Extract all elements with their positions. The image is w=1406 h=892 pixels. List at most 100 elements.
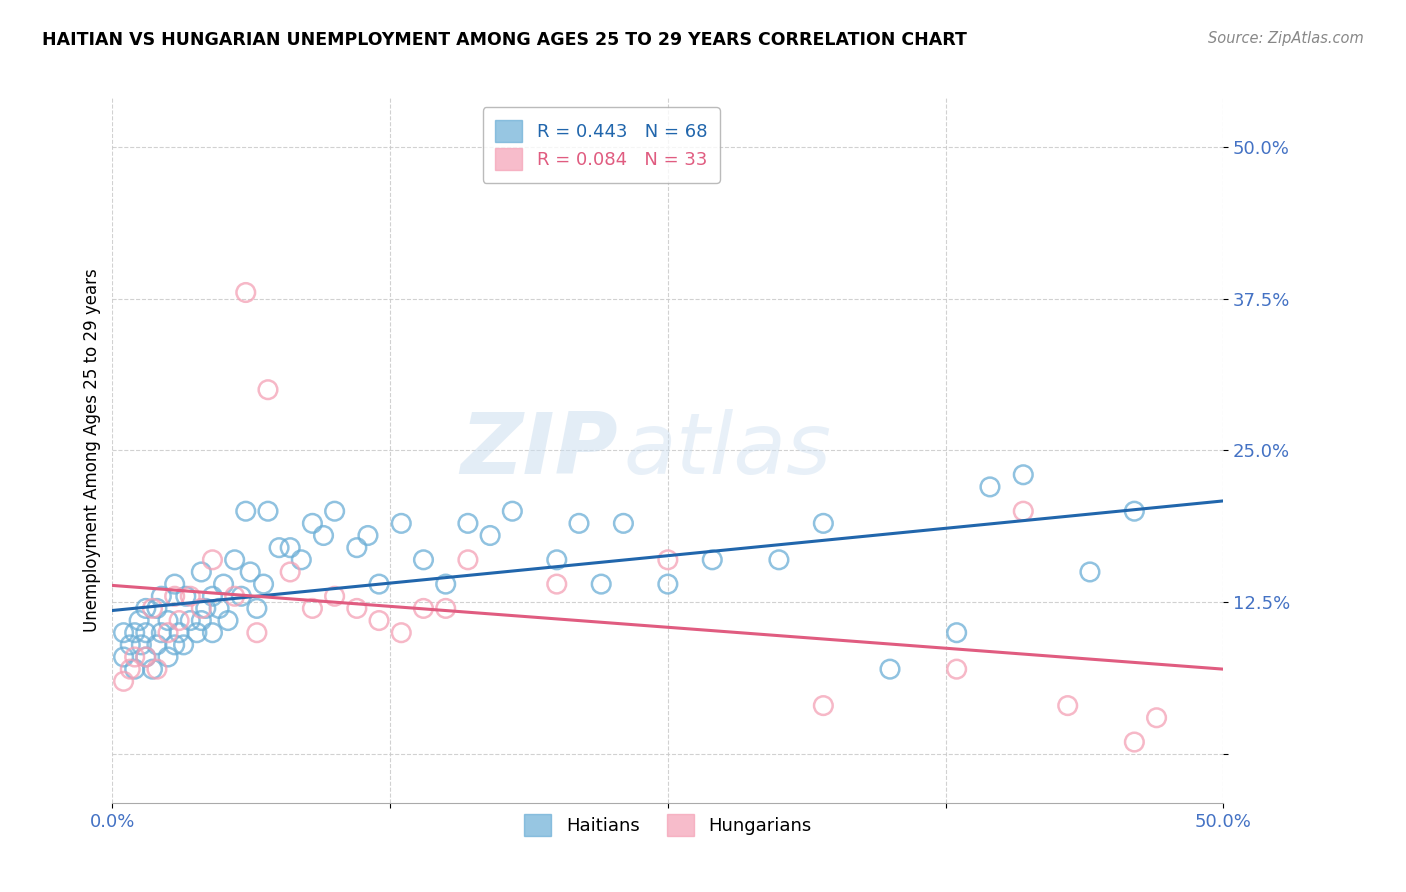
Point bbox=[163, 638, 186, 652]
Point bbox=[146, 638, 169, 652]
Point bbox=[135, 601, 157, 615]
Point bbox=[301, 516, 323, 531]
Point bbox=[224, 589, 246, 603]
Point bbox=[945, 625, 967, 640]
Point bbox=[124, 662, 146, 676]
Point bbox=[1123, 504, 1146, 518]
Point bbox=[135, 625, 157, 640]
Point bbox=[174, 589, 197, 603]
Point bbox=[568, 516, 591, 531]
Point bbox=[186, 625, 208, 640]
Point bbox=[657, 577, 679, 591]
Point bbox=[201, 625, 224, 640]
Point bbox=[368, 577, 391, 591]
Point bbox=[389, 516, 412, 531]
Point bbox=[257, 504, 280, 518]
Point bbox=[135, 650, 157, 665]
Point bbox=[301, 601, 323, 615]
Point bbox=[546, 553, 568, 567]
Point bbox=[167, 625, 190, 640]
Point bbox=[212, 577, 235, 591]
Point bbox=[167, 614, 190, 628]
Point bbox=[1146, 711, 1168, 725]
Point bbox=[312, 528, 335, 542]
Point bbox=[278, 541, 301, 555]
Point bbox=[612, 516, 634, 531]
Point bbox=[546, 577, 568, 591]
Point bbox=[120, 638, 142, 652]
Point bbox=[146, 662, 169, 676]
Text: atlas: atlas bbox=[623, 409, 831, 492]
Point bbox=[879, 662, 901, 676]
Point bbox=[128, 614, 150, 628]
Point bbox=[323, 504, 346, 518]
Point bbox=[945, 662, 967, 676]
Point bbox=[368, 614, 391, 628]
Point bbox=[412, 553, 434, 567]
Point bbox=[150, 589, 173, 603]
Point bbox=[190, 614, 212, 628]
Point bbox=[434, 577, 457, 591]
Point bbox=[179, 589, 201, 603]
Point bbox=[346, 601, 368, 615]
Point bbox=[434, 601, 457, 615]
Point bbox=[357, 528, 380, 542]
Point bbox=[163, 589, 186, 603]
Point bbox=[591, 577, 613, 591]
Point bbox=[657, 553, 679, 567]
Y-axis label: Unemployment Among Ages 25 to 29 years: Unemployment Among Ages 25 to 29 years bbox=[83, 268, 101, 632]
Point bbox=[239, 565, 262, 579]
Point bbox=[208, 601, 231, 615]
Point bbox=[246, 601, 269, 615]
Point bbox=[194, 601, 217, 615]
Point bbox=[1123, 735, 1146, 749]
Point bbox=[157, 625, 180, 640]
Point bbox=[135, 650, 157, 665]
Point bbox=[173, 638, 195, 652]
Point bbox=[290, 553, 312, 567]
Point bbox=[457, 516, 479, 531]
Point bbox=[201, 589, 224, 603]
Point bbox=[813, 698, 835, 713]
Point bbox=[217, 614, 239, 628]
Point bbox=[141, 662, 163, 676]
Point bbox=[1056, 698, 1078, 713]
Point bbox=[190, 565, 212, 579]
Point bbox=[141, 601, 163, 615]
Point bbox=[124, 650, 146, 665]
Point bbox=[157, 650, 180, 665]
Point bbox=[224, 553, 246, 567]
Point bbox=[323, 589, 346, 603]
Point bbox=[346, 541, 368, 555]
Point bbox=[157, 614, 180, 628]
Point bbox=[112, 650, 135, 665]
Point bbox=[979, 480, 1001, 494]
Point bbox=[1012, 504, 1035, 518]
Point bbox=[179, 614, 201, 628]
Point bbox=[813, 516, 835, 531]
Point bbox=[150, 625, 173, 640]
Point bbox=[1012, 467, 1035, 482]
Point bbox=[1078, 565, 1101, 579]
Point bbox=[501, 504, 523, 518]
Text: HAITIAN VS HUNGARIAN UNEMPLOYMENT AMONG AGES 25 TO 29 YEARS CORRELATION CHART: HAITIAN VS HUNGARIAN UNEMPLOYMENT AMONG … bbox=[42, 31, 967, 49]
Point bbox=[412, 601, 434, 615]
Point bbox=[231, 589, 253, 603]
Point bbox=[190, 601, 212, 615]
Point bbox=[112, 674, 135, 689]
Point bbox=[479, 528, 502, 542]
Point bbox=[235, 285, 257, 300]
Point bbox=[201, 553, 224, 567]
Point bbox=[131, 638, 153, 652]
Legend: Haitians, Hungarians: Haitians, Hungarians bbox=[517, 806, 818, 843]
Point bbox=[252, 577, 274, 591]
Point bbox=[146, 601, 169, 615]
Point bbox=[768, 553, 790, 567]
Point bbox=[257, 383, 280, 397]
Text: Source: ZipAtlas.com: Source: ZipAtlas.com bbox=[1208, 31, 1364, 46]
Point bbox=[389, 625, 412, 640]
Point bbox=[112, 625, 135, 640]
Point bbox=[124, 625, 146, 640]
Point bbox=[246, 625, 269, 640]
Text: ZIP: ZIP bbox=[460, 409, 617, 492]
